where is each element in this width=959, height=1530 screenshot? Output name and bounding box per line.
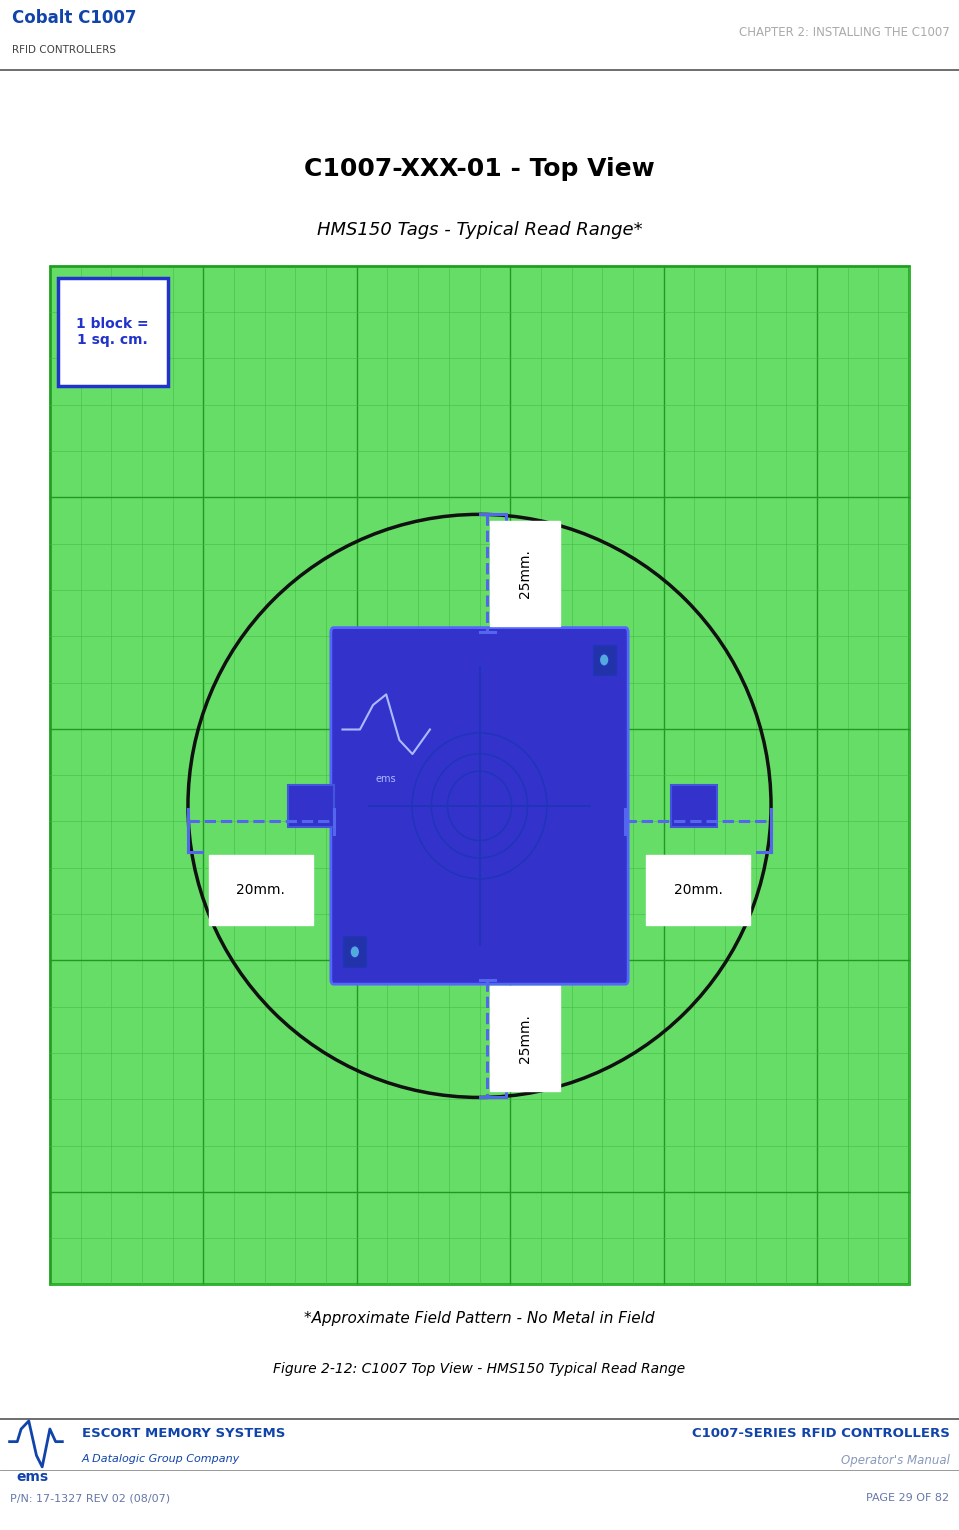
Bar	[50, 266, 909, 1285]
Text: C1007-XXX-01 - Top View: C1007-XXX-01 - Top View	[304, 156, 655, 181]
Text: 20mm.: 20mm.	[674, 883, 722, 897]
Text: HMS150 Tags - Typical Read Range*: HMS150 Tags - Typical Read Range*	[316, 222, 643, 239]
Text: ESCORT MEMORY SYSTEMS: ESCORT MEMORY SYSTEMS	[82, 1426, 285, 1440]
Ellipse shape	[599, 653, 609, 666]
Text: A Datalogic Group Company: A Datalogic Group Company	[82, 1454, 240, 1464]
Text: 20mm.: 20mm.	[237, 883, 285, 897]
FancyBboxPatch shape	[331, 627, 628, 984]
Text: Operator's Manual: Operator's Manual	[840, 1454, 949, 1467]
Text: P/N: 17-1327 REV 02 (08/07): P/N: 17-1327 REV 02 (08/07)	[10, 1493, 170, 1504]
Text: 1 block =
1 sq. cm.: 1 block = 1 sq. cm.	[77, 317, 149, 347]
Bar	[343, 936, 366, 967]
Bar	[58, 278, 168, 386]
Bar	[671, 785, 717, 826]
Bar	[593, 644, 616, 675]
Bar	[288, 785, 334, 826]
Text: CHAPTER 2: INSTALLING THE C1007: CHAPTER 2: INSTALLING THE C1007	[738, 26, 949, 38]
Text: ems: ems	[16, 1470, 48, 1484]
Text: 25mm.: 25mm.	[518, 549, 532, 598]
FancyBboxPatch shape	[15, 78, 944, 1414]
Text: PAGE 29 OF 82: PAGE 29 OF 82	[866, 1493, 949, 1504]
Ellipse shape	[350, 946, 360, 958]
Text: Figure 2-12: C1007 Top View - HMS150 Typical Read Range: Figure 2-12: C1007 Top View - HMS150 Typ…	[273, 1362, 686, 1375]
Text: RFID CONTROLLERS: RFID CONTROLLERS	[12, 44, 115, 55]
Text: *Approximate Field Pattern - No Metal in Field: *Approximate Field Pattern - No Metal in…	[304, 1311, 655, 1327]
Text: ems: ems	[376, 774, 396, 783]
Text: 25mm.: 25mm.	[518, 1014, 532, 1063]
Text: Cobalt C1007: Cobalt C1007	[12, 9, 136, 26]
Text: C1007-SERIES RFID CONTROLLERS: C1007-SERIES RFID CONTROLLERS	[691, 1426, 949, 1440]
